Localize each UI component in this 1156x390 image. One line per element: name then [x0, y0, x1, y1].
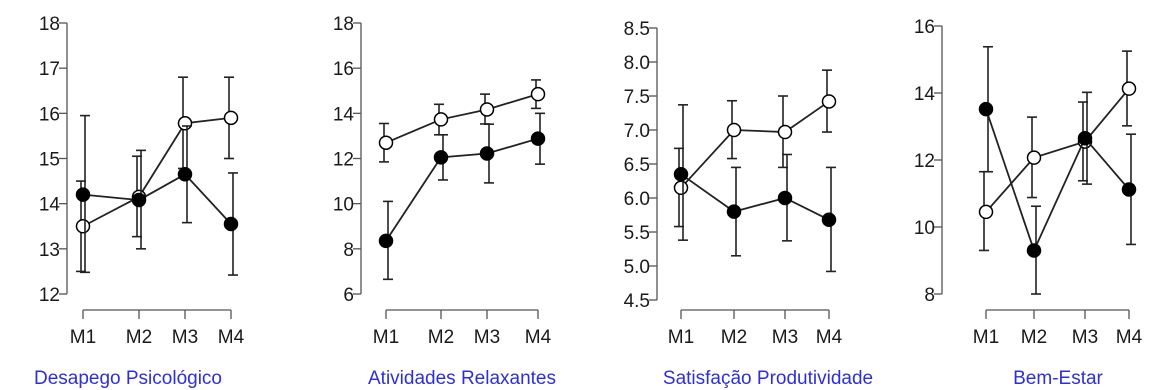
x-tick-label: M2: [721, 327, 747, 348]
x-tick-label: M2: [126, 327, 152, 348]
chart-panel-1: 12 13 14 15 16 17 18 M1 M2 M3 M4 Desapego Psicológi…: [34, 14, 245, 389]
y-tick-label: 18: [333, 14, 354, 35]
y-tick-label: 8.5: [624, 19, 650, 40]
x-tick-label: M1: [973, 327, 999, 348]
data-point-open: [378, 135, 394, 150]
data-point-filled: [433, 150, 449, 165]
data-point-filled: [479, 146, 495, 161]
y-tick-label: 14: [914, 84, 936, 105]
y-tick-label: 14: [39, 195, 61, 216]
y-tick-label: 4.5: [624, 291, 650, 312]
x-tick-label: M4: [816, 327, 843, 348]
y-tick-label: 16: [333, 59, 354, 80]
y-tick-label: 16: [914, 17, 935, 38]
data-point-open: [75, 219, 91, 234]
series-line-open: [82, 116, 232, 228]
x-tick-label: M2: [428, 327, 454, 348]
chart-panel-4: 8 10 12 14 16 M1 M2 M3 M4 Bem-Estar: [914, 17, 1143, 389]
y-tick-label: 16: [39, 104, 60, 125]
data-point-open: [673, 180, 689, 196]
data-point-filled: [726, 204, 742, 219]
y-tick-label: 14: [333, 104, 355, 125]
y-tick-label: 12: [333, 150, 354, 171]
y-tick-label: 7.0: [624, 121, 650, 142]
x-tick-label: M4: [525, 327, 552, 348]
y-tick-label: 17: [39, 59, 60, 80]
y-tick-label: 13: [39, 240, 60, 261]
y-tick-label: 10: [333, 195, 354, 216]
y-tick-label: 8: [924, 285, 935, 306]
chart-panel-2: 6 8 10 12 14 16 18 M1 M2 M3 M4 Atividades Relaxante…: [333, 14, 556, 389]
data-point-filled: [673, 166, 689, 182]
data-point-filled: [131, 192, 147, 208]
y-tick-label: 12: [39, 285, 60, 306]
y-tick-label: 5.0: [624, 257, 650, 278]
x-tick-label: M3: [172, 327, 198, 348]
data-point-filled: [821, 212, 837, 228]
y-tick-label: 15: [39, 150, 60, 171]
data-point-open: [177, 116, 193, 131]
x-tick-label: M1: [373, 327, 399, 348]
series-line-filled: [985, 108, 1130, 253]
series-line-open: [680, 100, 830, 189]
y-tick-label: 6.5: [624, 155, 650, 176]
x-tick-label: M1: [668, 327, 694, 348]
x-tick-label: M4: [218, 327, 245, 348]
x-tick-label: M4: [1116, 327, 1143, 348]
x-tick-label: M3: [1072, 327, 1098, 348]
data-point-open: [1026, 150, 1042, 165]
x-tick-label: M1: [70, 327, 96, 348]
data-point-open: [433, 112, 449, 127]
data-point-filled: [177, 167, 193, 182]
y-tick-label: 5.5: [624, 223, 650, 244]
y-tick-label: 7.5: [624, 87, 650, 108]
series-line-open: [385, 93, 539, 144]
data-point-filled: [1026, 243, 1042, 258]
data-point-open: [479, 102, 495, 117]
y-tick-label: 8: [343, 240, 354, 261]
data-point-open: [530, 86, 546, 102]
x-tick-label: M3: [474, 327, 500, 348]
series-line-filled: [385, 137, 539, 242]
y-tick-label: 8.0: [624, 53, 650, 74]
panel-title: Bem-Estar: [1013, 368, 1103, 389]
data-point-open: [726, 122, 742, 138]
data-point-filled: [777, 190, 793, 206]
data-point-filled: [1077, 130, 1093, 146]
panel-title: Desapego Psicológico: [34, 368, 222, 389]
data-point-open: [777, 124, 793, 140]
data-point-filled: [378, 233, 394, 249]
data-point-filled: [223, 216, 239, 232]
y-tick-label: 6: [343, 285, 354, 306]
data-point-open: [978, 204, 994, 220]
x-tick-label: M3: [772, 327, 798, 348]
y-tick-label: 6.0: [624, 189, 650, 210]
data-point-open: [1121, 81, 1137, 96]
data-point-filled: [75, 187, 91, 202]
series-line-open: [985, 88, 1130, 213]
data-point-filled: [1121, 182, 1137, 197]
x-tick-label: M2: [1021, 327, 1047, 348]
y-tick-label: 12: [914, 151, 935, 172]
y-tick-label: 10: [914, 218, 935, 239]
series-line-filled: [680, 173, 830, 221]
data-point-filled: [978, 101, 994, 117]
data-point-open: [821, 94, 837, 109]
chart-panel-3: 4.5 5.0 5.5 6.0 6.5 7.0 7.5 8.0 8.5 M1 M2 M3 M4 Satis…: [624, 19, 874, 389]
data-point-open: [223, 110, 239, 126]
panel-title: Satisfação Produtividade: [663, 368, 873, 389]
data-point-filled: [530, 131, 546, 146]
panel-title: Atividades Relaxantes: [368, 368, 556, 389]
series-line-filled: [82, 173, 232, 225]
y-tick-label: 18: [39, 14, 60, 35]
